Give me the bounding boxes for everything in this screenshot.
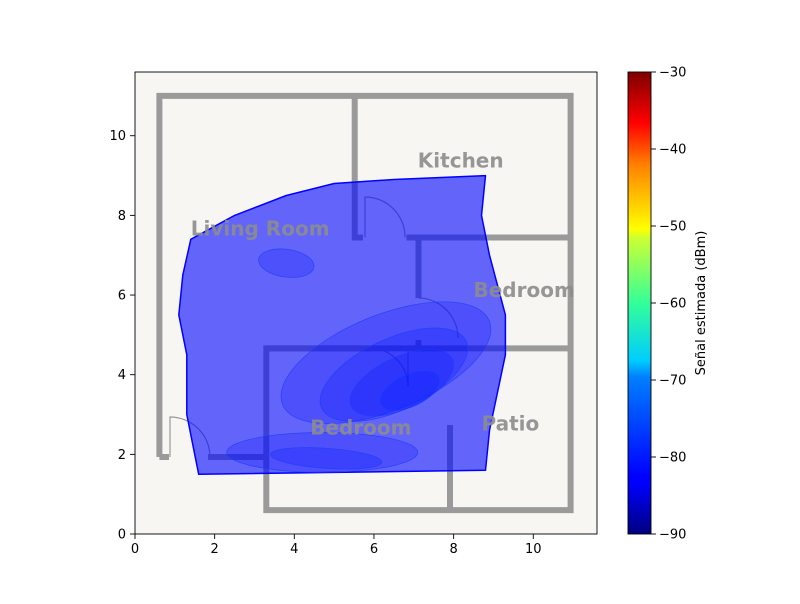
y-tick-label: 10 — [109, 129, 126, 144]
contour-level — [349, 349, 454, 417]
x-tick-label: 0 — [131, 542, 139, 557]
colorbar-tick-label: −90 — [659, 528, 686, 543]
y-tick-label: 8 — [118, 209, 126, 224]
contour-level — [270, 447, 383, 470]
colorbar-gradient — [628, 72, 651, 534]
colorbar-tick-label: −80 — [659, 451, 686, 466]
x-tick-label: 4 — [290, 542, 298, 557]
room-label: Kitchen — [418, 149, 504, 173]
colorbar-tick-label: −50 — [659, 220, 686, 235]
y-tick-label: 4 — [118, 368, 126, 383]
room-label: Living Room — [191, 216, 330, 240]
contour-level — [280, 301, 492, 424]
y-tick-label: 6 — [118, 289, 126, 304]
plot-frame — [134, 71, 598, 535]
room-labels: Living Room Kitchen Bedroom Bedroom Patio — [191, 149, 575, 440]
colorbar-label: Señal estimada (dBm) — [694, 231, 709, 376]
x-tick-label: 6 — [370, 542, 378, 557]
y-axis: 0 2 4 6 8 10 — [109, 129, 135, 543]
x-tick-label: 10 — [525, 542, 542, 557]
contour-level — [258, 248, 315, 278]
x-axis: 0 2 4 6 8 10 — [131, 534, 542, 557]
x-tick-label: 8 — [449, 542, 457, 557]
contour-level — [226, 432, 419, 473]
room-label: Bedroom — [310, 415, 411, 439]
y-tick-label: 0 — [118, 528, 126, 543]
room-label: Patio — [482, 411, 540, 435]
y-tick-label: 2 — [118, 448, 126, 463]
contour-level — [319, 327, 469, 422]
colorbar-tick-label: −60 — [659, 297, 686, 312]
colorbar-tick-label: −40 — [659, 143, 686, 158]
colorbar-tick-label: −30 — [659, 66, 686, 81]
room-label: Bedroom — [474, 278, 575, 302]
contour-level — [379, 370, 440, 411]
colorbar-ticks: −90 −80 −70 −60 −50 −40 −30 — [651, 66, 686, 543]
coverage-layer — [178, 174, 507, 476]
colorbar: −90 −80 −70 −60 −50 −40 −30 Señal estimada (dB… — [627, 66, 709, 543]
colorbar-tick-label: −70 — [659, 374, 686, 389]
x-tick-label: 2 — [211, 542, 219, 557]
